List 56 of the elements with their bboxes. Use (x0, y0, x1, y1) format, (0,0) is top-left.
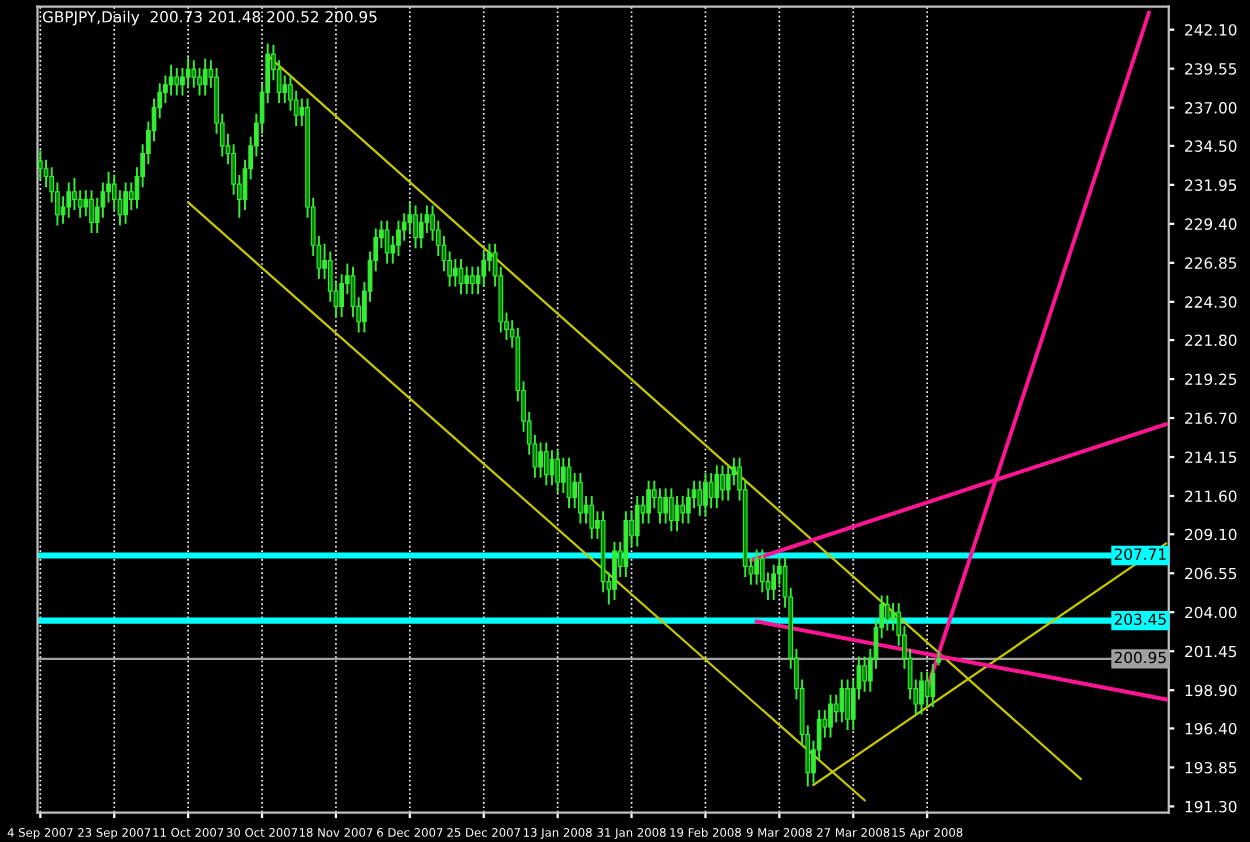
candlestick (697, 479, 703, 517)
candlestick (924, 670, 930, 708)
candlestick (890, 602, 896, 632)
candlestick (634, 495, 640, 548)
candlestick (930, 663, 936, 708)
candlestick (612, 540, 617, 601)
candlestick (197, 66, 202, 97)
candlestick (549, 449, 555, 487)
candlestick (452, 258, 458, 288)
candlestick (168, 63, 174, 97)
candlestick (282, 74, 288, 105)
candlestick (174, 66, 180, 97)
candlestick (418, 212, 424, 250)
candlestick (470, 265, 475, 296)
candlestick (919, 670, 924, 716)
candlestick (464, 265, 470, 296)
candlestick (754, 548, 759, 586)
candlestick (83, 189, 89, 218)
candlestick (884, 594, 890, 632)
candlestick (686, 487, 691, 525)
candlestick (680, 495, 686, 525)
candlestick (862, 655, 867, 693)
candlestick (828, 693, 833, 739)
candlestick (72, 177, 77, 212)
candlestick (89, 189, 94, 234)
candlestick (560, 456, 566, 494)
candlestick (37, 149, 43, 181)
candlestick (845, 678, 850, 731)
candlestick (589, 495, 595, 540)
candlestick (123, 181, 128, 225)
candlestick (384, 219, 390, 265)
candlestick (708, 472, 714, 510)
candlestick (725, 464, 731, 502)
candlestick (396, 219, 401, 257)
candlestick (663, 487, 669, 525)
candlestick (555, 449, 561, 494)
candlestick (839, 678, 845, 724)
candlestick (202, 57, 208, 97)
candlestick (538, 441, 543, 479)
candlestick (191, 59, 197, 89)
candlestick (771, 563, 777, 601)
candlestick (66, 181, 72, 219)
candlestick (668, 487, 674, 533)
candlestick (413, 204, 418, 250)
candlestick (720, 464, 725, 502)
candlestick (646, 479, 651, 525)
candlestick (481, 250, 487, 288)
candlestick (703, 472, 708, 517)
candlestick (407, 201, 413, 234)
candlestick (714, 464, 720, 510)
candlestick (543, 441, 549, 487)
candlestick (578, 472, 583, 525)
candlestick (759, 548, 765, 594)
candlestick (833, 693, 839, 724)
candlestick (185, 56, 191, 89)
candlestick (623, 510, 629, 579)
